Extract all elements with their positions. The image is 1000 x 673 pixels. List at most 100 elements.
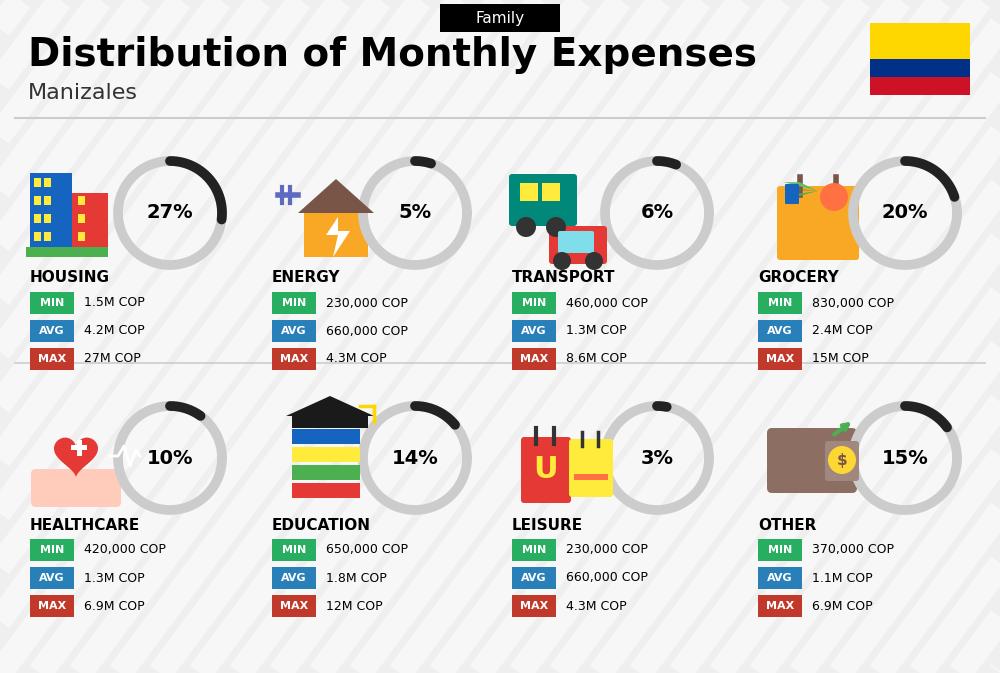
FancyBboxPatch shape: [304, 213, 368, 257]
Text: MAX: MAX: [766, 601, 794, 611]
Text: MAX: MAX: [280, 354, 308, 364]
Text: 27%: 27%: [147, 203, 193, 223]
Text: 6%: 6%: [640, 203, 674, 223]
FancyBboxPatch shape: [758, 348, 802, 370]
Text: 4.2M COP: 4.2M COP: [84, 324, 145, 337]
FancyBboxPatch shape: [272, 595, 316, 617]
FancyBboxPatch shape: [272, 348, 316, 370]
FancyBboxPatch shape: [512, 292, 556, 314]
FancyBboxPatch shape: [509, 174, 577, 226]
Text: MAX: MAX: [520, 354, 548, 364]
Text: 27M COP: 27M COP: [84, 353, 141, 365]
FancyBboxPatch shape: [30, 567, 74, 589]
FancyBboxPatch shape: [758, 567, 802, 589]
Text: MAX: MAX: [280, 601, 308, 611]
Text: MAX: MAX: [38, 354, 66, 364]
FancyBboxPatch shape: [30, 173, 72, 253]
Text: MIN: MIN: [768, 545, 792, 555]
Text: U: U: [534, 456, 558, 485]
Text: 420,000 COP: 420,000 COP: [84, 544, 166, 557]
FancyBboxPatch shape: [870, 77, 970, 95]
FancyBboxPatch shape: [34, 178, 41, 187]
Text: 1.1M COP: 1.1M COP: [812, 571, 873, 584]
FancyBboxPatch shape: [512, 595, 556, 617]
Polygon shape: [326, 217, 350, 257]
Text: MIN: MIN: [40, 298, 64, 308]
Text: 14%: 14%: [392, 448, 438, 468]
Text: 4.3M COP: 4.3M COP: [326, 353, 387, 365]
Text: $: $: [837, 452, 847, 468]
Text: 1.3M COP: 1.3M COP: [566, 324, 627, 337]
Text: 6.9M COP: 6.9M COP: [812, 600, 873, 612]
FancyBboxPatch shape: [512, 320, 556, 342]
Text: AVG: AVG: [39, 326, 65, 336]
FancyBboxPatch shape: [272, 539, 316, 561]
FancyBboxPatch shape: [549, 226, 607, 264]
Text: 660,000 COP: 660,000 COP: [566, 571, 648, 584]
Polygon shape: [784, 191, 818, 196]
FancyBboxPatch shape: [521, 437, 571, 503]
Text: 1.8M COP: 1.8M COP: [326, 571, 387, 584]
FancyBboxPatch shape: [870, 23, 970, 59]
FancyBboxPatch shape: [520, 183, 538, 201]
Text: MIN: MIN: [522, 545, 546, 555]
FancyBboxPatch shape: [758, 595, 802, 617]
FancyBboxPatch shape: [777, 186, 859, 260]
Text: HOUSING: HOUSING: [30, 271, 110, 285]
FancyBboxPatch shape: [758, 320, 802, 342]
FancyBboxPatch shape: [767, 428, 857, 493]
Circle shape: [585, 252, 603, 270]
FancyBboxPatch shape: [272, 320, 316, 342]
Text: 650,000 COP: 650,000 COP: [326, 544, 408, 557]
Circle shape: [553, 252, 571, 270]
Text: LEISURE: LEISURE: [512, 518, 583, 532]
Text: 1.5M COP: 1.5M COP: [84, 297, 145, 310]
Circle shape: [546, 217, 566, 237]
FancyBboxPatch shape: [44, 196, 51, 205]
FancyBboxPatch shape: [292, 447, 360, 462]
FancyBboxPatch shape: [758, 539, 802, 561]
Text: 1.3M COP: 1.3M COP: [84, 571, 145, 584]
Text: 10%: 10%: [147, 448, 193, 468]
FancyBboxPatch shape: [272, 567, 316, 589]
FancyBboxPatch shape: [78, 214, 85, 223]
Text: AVG: AVG: [281, 326, 307, 336]
FancyBboxPatch shape: [44, 214, 51, 223]
Polygon shape: [298, 179, 374, 213]
Text: 15M COP: 15M COP: [812, 353, 869, 365]
Circle shape: [820, 183, 848, 211]
Text: GROCERY: GROCERY: [758, 271, 839, 285]
FancyBboxPatch shape: [292, 483, 360, 498]
FancyBboxPatch shape: [30, 539, 74, 561]
FancyBboxPatch shape: [34, 214, 41, 223]
Text: Manizales: Manizales: [28, 83, 138, 103]
Text: AVG: AVG: [767, 326, 793, 336]
Text: AVG: AVG: [39, 573, 65, 583]
Polygon shape: [782, 189, 818, 191]
FancyBboxPatch shape: [272, 292, 316, 314]
FancyBboxPatch shape: [44, 178, 51, 187]
FancyBboxPatch shape: [574, 474, 608, 480]
Text: 5%: 5%: [398, 203, 432, 223]
Circle shape: [828, 446, 856, 474]
Text: MIN: MIN: [40, 545, 64, 555]
FancyBboxPatch shape: [758, 292, 802, 314]
Text: HEALTHCARE: HEALTHCARE: [30, 518, 140, 532]
Text: AVG: AVG: [521, 326, 547, 336]
FancyBboxPatch shape: [26, 247, 108, 257]
Circle shape: [516, 217, 536, 237]
Text: Family: Family: [475, 11, 525, 26]
FancyBboxPatch shape: [30, 348, 74, 370]
Text: AVG: AVG: [281, 573, 307, 583]
FancyBboxPatch shape: [292, 429, 360, 444]
Text: MIN: MIN: [522, 298, 546, 308]
FancyBboxPatch shape: [34, 232, 41, 241]
Text: MIN: MIN: [282, 298, 306, 308]
Text: 8.6M COP: 8.6M COP: [566, 353, 627, 365]
Text: 15%: 15%: [882, 448, 928, 468]
Text: ENERGY: ENERGY: [272, 271, 340, 285]
Text: 370,000 COP: 370,000 COP: [812, 544, 894, 557]
FancyBboxPatch shape: [34, 196, 41, 205]
FancyBboxPatch shape: [558, 231, 594, 253]
FancyBboxPatch shape: [78, 232, 85, 241]
